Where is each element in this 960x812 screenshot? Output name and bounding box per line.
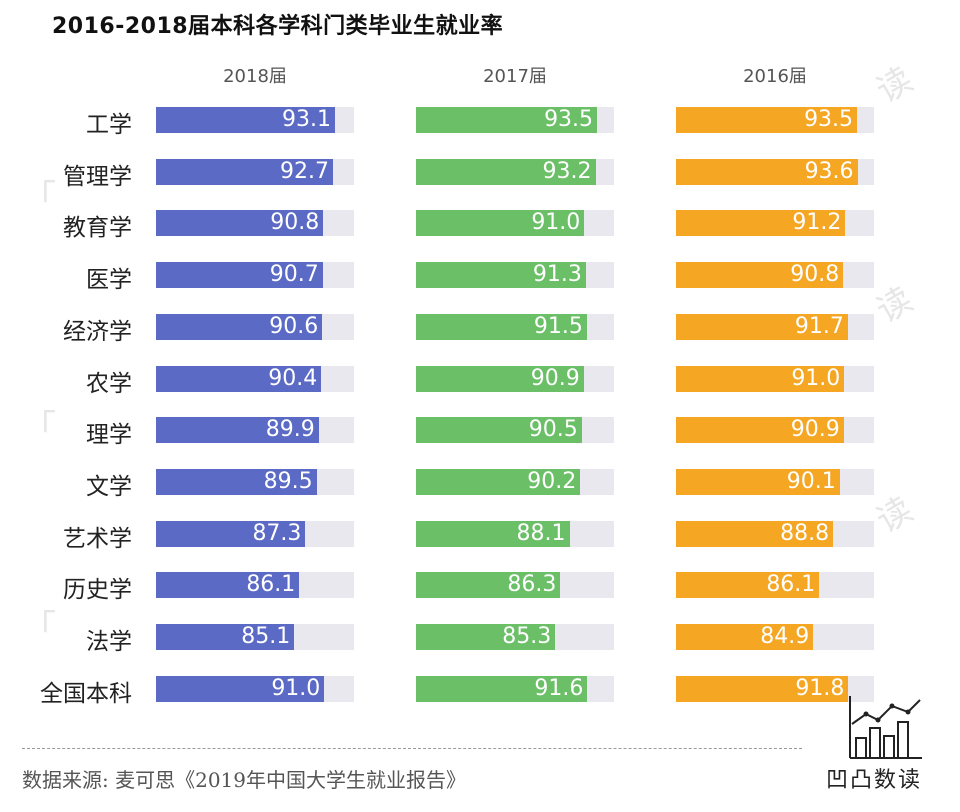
category-label: 工学 <box>86 112 132 138</box>
data-label: 88.1 <box>516 520 566 546</box>
brand-logo-icon <box>849 696 922 759</box>
watermark-left: 「 <box>22 178 56 218</box>
watermark-right: 读 <box>870 489 920 542</box>
category-label: 法学 <box>86 629 132 655</box>
data-label: 93.2 <box>542 158 592 184</box>
chart-title: 2016-2018届本科各学科门类毕业生就业率 <box>52 14 504 39</box>
category-label: 经济学 <box>63 318 132 345</box>
bar <box>676 210 846 237</box>
bar <box>676 313 848 340</box>
footer-divider <box>22 748 802 749</box>
data-label: 86.1 <box>766 572 816 598</box>
data-label: 90.7 <box>269 262 319 288</box>
bar <box>676 675 849 702</box>
data-label: 90.4 <box>268 365 318 391</box>
bar <box>416 675 588 702</box>
data-label: 85.3 <box>502 624 552 649</box>
data-label: 90.2 <box>527 468 577 494</box>
bar <box>416 572 561 599</box>
bar <box>156 365 322 392</box>
data-label: 91.6 <box>534 675 584 701</box>
data-label: 86.3 <box>507 572 557 598</box>
bar <box>156 210 324 237</box>
data-label: 93.1 <box>282 107 331 132</box>
bar <box>676 572 820 599</box>
data-label: 92.7 <box>279 158 329 184</box>
bar <box>416 313 587 340</box>
category-label: 历史学 <box>63 577 132 604</box>
bar <box>156 262 323 289</box>
data-label: 88.8 <box>780 520 830 546</box>
bar <box>416 262 586 289</box>
watermark-right: 读 <box>870 279 920 332</box>
bar <box>676 365 845 392</box>
category-label: 艺术学 <box>63 525 132 552</box>
bar <box>676 262 844 289</box>
brand-name: 凹凸数读 <box>826 768 923 793</box>
bar <box>416 624 556 650</box>
bar <box>416 468 581 495</box>
category-label: 理学 <box>86 422 132 449</box>
bar <box>156 675 325 702</box>
bar <box>416 365 584 392</box>
data-label: 86.1 <box>246 572 296 598</box>
data-label: 90.9 <box>530 365 580 391</box>
data-label: 89.9 <box>265 417 315 443</box>
bar <box>676 417 844 444</box>
data-label: 91.0 <box>531 210 581 236</box>
data-label: 91.8 <box>795 675 845 701</box>
data-label: 87.3 <box>252 520 302 546</box>
series-label: 2018届 <box>223 66 287 87</box>
data-label: 91.0 <box>271 675 321 701</box>
data-label: 90.8 <box>790 262 840 288</box>
bar <box>156 572 300 599</box>
category-label: 全国本科 <box>40 680 132 707</box>
data-label: 93.5 <box>804 107 854 132</box>
category-label: 教育学 <box>63 215 132 242</box>
data-label: 90.1 <box>786 468 836 494</box>
data-label: 91.3 <box>532 262 582 288</box>
data-label: 90.6 <box>269 313 319 339</box>
watermark-left: 「 <box>22 408 56 448</box>
bar <box>676 107 858 133</box>
data-label: 91.5 <box>533 313 583 339</box>
bar <box>676 468 840 495</box>
category-label: 管理学 <box>63 163 132 190</box>
data-label: 93.5 <box>544 107 594 132</box>
series-label: 2017届 <box>483 66 547 87</box>
watermark-left: 「 <box>22 608 56 648</box>
bar <box>676 624 814 650</box>
bar <box>416 107 598 133</box>
bar <box>156 468 317 495</box>
bar <box>416 210 585 237</box>
data-label: 91.0 <box>791 365 841 391</box>
data-label: 89.5 <box>263 468 313 494</box>
category-label: 医学 <box>86 267 132 294</box>
data-label: 93.6 <box>804 158 854 184</box>
data-label: 91.2 <box>792 210 842 236</box>
category-label: 文学 <box>86 473 132 500</box>
bar <box>416 158 596 185</box>
bar <box>156 158 333 185</box>
data-label: 90.8 <box>270 210 320 236</box>
data-label: 90.5 <box>528 417 578 443</box>
data-label: 91.7 <box>794 313 844 339</box>
bar <box>156 520 306 547</box>
bar <box>676 520 834 547</box>
category-label: 农学 <box>86 370 132 397</box>
data-label: 84.9 <box>760 624 810 649</box>
series-label: 2016届 <box>743 66 807 87</box>
bar <box>676 158 858 185</box>
data-label: 90.9 <box>790 417 840 443</box>
data-label: 85.1 <box>241 624 291 649</box>
data-source: 数据来源: 麦可思《2019年中国大学生就业报告》 <box>22 768 466 792</box>
bar <box>156 313 323 340</box>
bar <box>156 624 295 650</box>
bar <box>416 417 582 444</box>
bar <box>416 520 570 547</box>
bar <box>156 107 335 133</box>
bar <box>156 417 319 444</box>
